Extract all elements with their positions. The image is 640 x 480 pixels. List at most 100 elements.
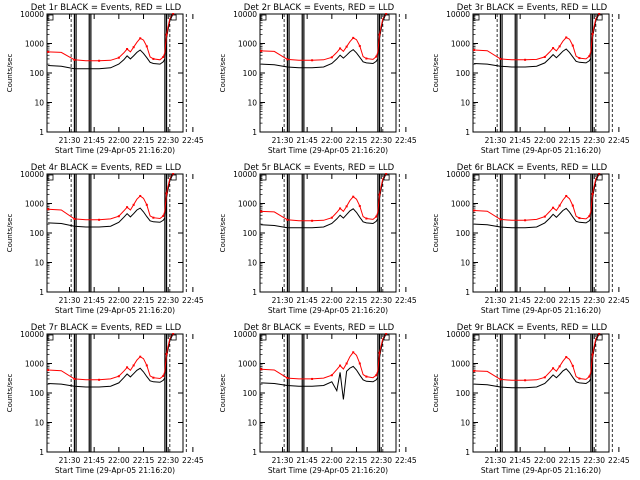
y-tick-label: 1 <box>252 288 257 297</box>
series-lld-point <box>571 364 574 367</box>
series-lld-point <box>558 365 561 368</box>
y-tick-label: 10 <box>460 259 470 268</box>
series-lld-point <box>499 218 502 221</box>
x-tick-label: 22:45 <box>608 136 630 145</box>
x-tick-label: 22:00 <box>108 136 130 145</box>
series-lld-point <box>571 44 574 47</box>
series-lld-point <box>172 173 175 175</box>
series-lld-point <box>375 374 378 377</box>
panel-det-5: Det 5r BLACK = Events, RED = LLD 1 10 100 10… <box>219 163 417 315</box>
series-lld-point <box>385 173 388 175</box>
series-lld-point <box>165 192 168 195</box>
y-tick-label: 10000 <box>233 330 257 339</box>
series-lld-point <box>578 377 581 380</box>
series-lld-point <box>365 57 368 60</box>
x-tick-label: 22:00 <box>321 296 343 305</box>
series-events-line <box>261 13 387 69</box>
y-tick-label: 10 <box>247 419 257 428</box>
y-tick-label: 10 <box>34 419 44 428</box>
series-lld-point <box>260 368 263 371</box>
y-tick-label: 1000 <box>238 200 257 209</box>
start-marker-box <box>473 14 480 21</box>
x-axis-label: Start Time (29-Apr-05 21:16:20) <box>268 146 388 155</box>
series-lld-line <box>261 13 387 61</box>
x-tick-label: 22:30 <box>583 296 605 305</box>
x-tick-label: 22:30 <box>583 136 605 145</box>
series-lld-point <box>73 217 76 220</box>
series-lld-point <box>339 47 342 50</box>
series-lld-point <box>339 364 342 367</box>
series-lld-point <box>365 375 368 378</box>
series-lld-point <box>311 377 314 380</box>
x-tick-label: 22:15 <box>133 456 155 465</box>
panel-det-6: Det 6r BLACK = Events, RED = LLD 1 10 100 10… <box>432 163 630 315</box>
x-tick-label: 21:30 <box>485 136 507 145</box>
x-tick-label: 22:30 <box>370 456 392 465</box>
series-lld-point <box>352 195 355 198</box>
x-tick-label: 21:45 <box>296 296 318 305</box>
series-lld-point <box>132 46 135 49</box>
panel-det-8: Det 8r BLACK = Events, RED = LLD 1 10 100 10… <box>219 323 417 475</box>
series-lld-point <box>145 45 148 48</box>
series-lld-point <box>330 56 333 59</box>
series-events-line <box>48 13 174 70</box>
series-lld-point <box>565 194 568 197</box>
y-tick-label: 1000 <box>25 40 44 49</box>
series-lld-point <box>591 192 594 195</box>
end-marker-box <box>383 174 390 181</box>
x-tick-label: 22:30 <box>157 296 179 305</box>
start-marker-box <box>260 14 267 21</box>
y-tick-label: 10000 <box>233 170 257 179</box>
series-lld-line <box>474 333 600 381</box>
series-lld-point <box>286 58 289 61</box>
series-lld-point <box>543 55 546 58</box>
y-tick-label: 10000 <box>20 330 44 339</box>
panel-title: Det 5r BLACK = Events, RED = LLD <box>244 163 395 173</box>
y-tick-label: 1000 <box>451 200 470 209</box>
y-tick-label: 10000 <box>233 10 257 19</box>
y-axis-label: Counts/sec <box>219 54 227 93</box>
x-tick-label: 22:00 <box>108 296 130 305</box>
end-marker-box <box>383 334 390 341</box>
series-lld-point <box>345 362 348 365</box>
x-axis-label: Start Time (29-Apr-05 21:16:20) <box>268 306 388 315</box>
series-lld-point <box>117 56 120 59</box>
series-lld-point <box>286 218 289 221</box>
series-lld-point <box>145 203 148 206</box>
series-lld-point <box>598 173 601 175</box>
series-lld-point <box>358 45 361 48</box>
y-axis-label: Counts/sec <box>432 374 440 413</box>
x-tick-label: 21:30 <box>59 136 81 145</box>
x-tick-label: 21:45 <box>509 296 531 305</box>
panel-det-3: Det 3r BLACK = Events, RED = LLD 1 10 100 10… <box>432 3 630 155</box>
x-tick-label: 22:00 <box>534 456 556 465</box>
series-lld-point <box>126 366 129 369</box>
series-lld-point <box>524 219 527 222</box>
series-lld-point <box>588 375 591 378</box>
x-tick-label: 22:15 <box>559 296 581 305</box>
y-tick-label: 10 <box>460 99 470 108</box>
series-lld-point <box>339 207 342 210</box>
series-lld-point <box>311 59 314 62</box>
y-axis-label: Counts/sec <box>432 214 440 253</box>
series-lld-point <box>588 55 591 58</box>
y-tick-label: 1 <box>39 288 44 297</box>
series-lld-point <box>378 33 381 36</box>
panel-det-4: Det 4r BLACK = Events, RED = LLD 1 10 100 10… <box>6 163 204 315</box>
x-tick-label: 22:45 <box>395 296 417 305</box>
x-tick-label: 22:15 <box>346 456 368 465</box>
series-events-line <box>474 173 600 229</box>
series-lld-point <box>73 377 76 380</box>
end-marker-box <box>596 174 603 181</box>
series-lld-line <box>261 333 387 380</box>
x-axis-label: Start Time (29-Apr-05 21:16:20) <box>481 466 601 475</box>
x-tick-label: 22:00 <box>534 296 556 305</box>
x-tick-label: 21:45 <box>83 456 105 465</box>
x-tick-label: 21:30 <box>59 456 81 465</box>
x-tick-label: 22:45 <box>608 296 630 305</box>
series-lld-point <box>378 351 381 354</box>
series-lld-point <box>358 205 361 208</box>
y-tick-label: 1000 <box>25 360 44 369</box>
series-lld-point <box>117 215 120 218</box>
series-lld-point <box>524 58 527 61</box>
